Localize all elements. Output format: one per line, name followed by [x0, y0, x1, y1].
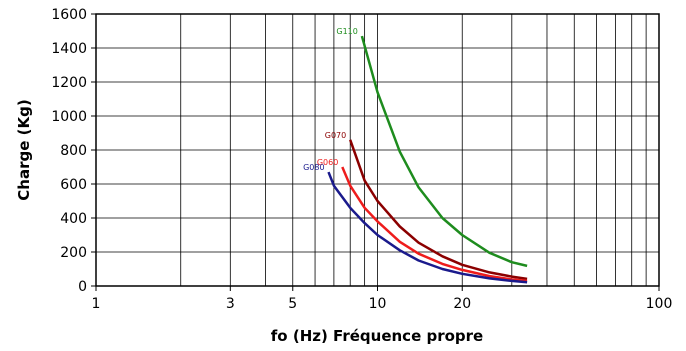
series-line-g080	[327, 171, 528, 284]
x-tick-label: 100	[646, 296, 673, 312]
y-axis-ticks: 0 200 400 600 800 1000 1200 1400 1600	[51, 7, 96, 295]
y-tick-label: 1600	[51, 7, 87, 23]
y-tick-label: 1200	[51, 75, 87, 91]
series-label-g060: G060	[317, 158, 338, 167]
series-line-g070	[349, 139, 528, 281]
y-tick-label: 200	[60, 245, 87, 261]
grid	[96, 13, 659, 287]
x-tick-label: 1	[92, 296, 101, 312]
series-line-g060	[341, 166, 528, 283]
series-label-g070: G070	[325, 131, 346, 140]
y-axis-title: Charge (Kg)	[15, 99, 33, 200]
y-tick-label: 0	[78, 279, 87, 295]
y-tick-label: 1000	[51, 109, 87, 125]
y-tick-label: 400	[60, 211, 87, 227]
series-label-g110: G110	[336, 27, 357, 36]
x-tick-label: 5	[288, 296, 297, 312]
x-tick-label: 10	[369, 296, 387, 312]
y-tick-label: 600	[60, 177, 87, 193]
series-label-g080: G080	[303, 163, 324, 172]
x-axis-title: fo (Hz) Fréquence propre	[271, 327, 483, 345]
x-tick-label: 3	[226, 296, 235, 312]
x-tick-label: 20	[453, 296, 471, 312]
y-tick-label: 800	[60, 143, 87, 159]
series-line-g110	[360, 35, 528, 268]
y-tick-label: 1400	[51, 41, 87, 57]
x-axis-ticks: 1 3 5 10 20 100	[92, 286, 673, 312]
